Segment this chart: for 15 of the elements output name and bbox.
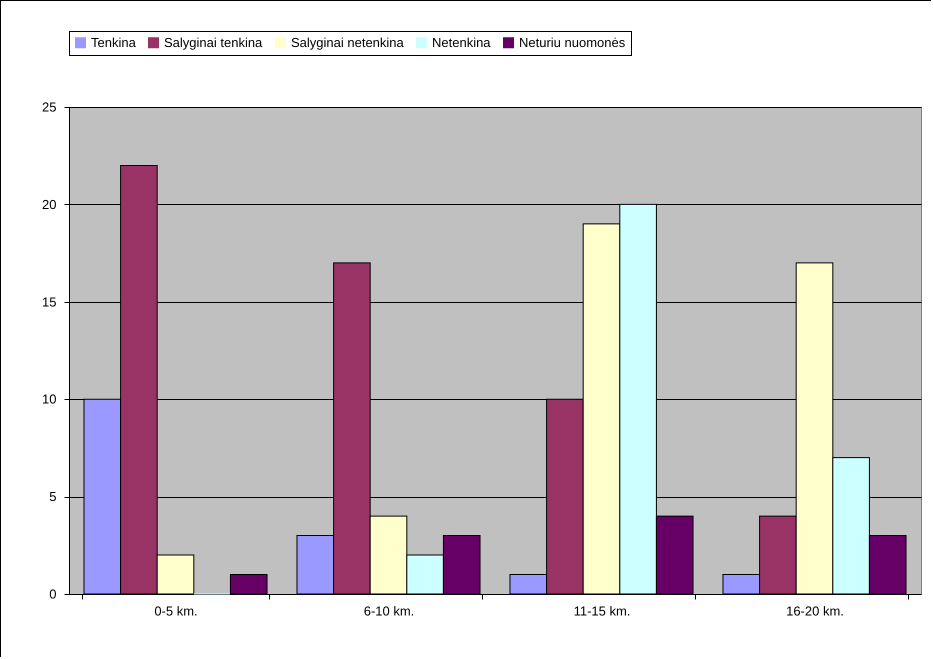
legend-label: Netenkina bbox=[432, 34, 492, 50]
y-tick-label: 0 bbox=[49, 586, 56, 602]
y-tick-label: 15 bbox=[42, 294, 56, 310]
x-tick-label: 6-10 km. bbox=[364, 604, 414, 618]
legend-label: Tenkina bbox=[91, 34, 137, 50]
x-tick-label: 11-15 km. bbox=[574, 604, 630, 618]
y-tick-label: 20 bbox=[42, 196, 56, 212]
y-tick-label: 25 bbox=[42, 100, 56, 114]
x-tick-label: 0-5 km. bbox=[154, 604, 198, 618]
y-tick-label: 10 bbox=[42, 392, 56, 407]
legend-label: Salyginai netenkina bbox=[291, 34, 405, 50]
legend-label: Salyginai tenkina bbox=[164, 34, 264, 50]
legend-label: Neturiu nuomonės bbox=[519, 34, 626, 50]
y-tick-label: 5 bbox=[49, 489, 56, 504]
x-tick-label: 16-20 km. bbox=[786, 604, 844, 618]
